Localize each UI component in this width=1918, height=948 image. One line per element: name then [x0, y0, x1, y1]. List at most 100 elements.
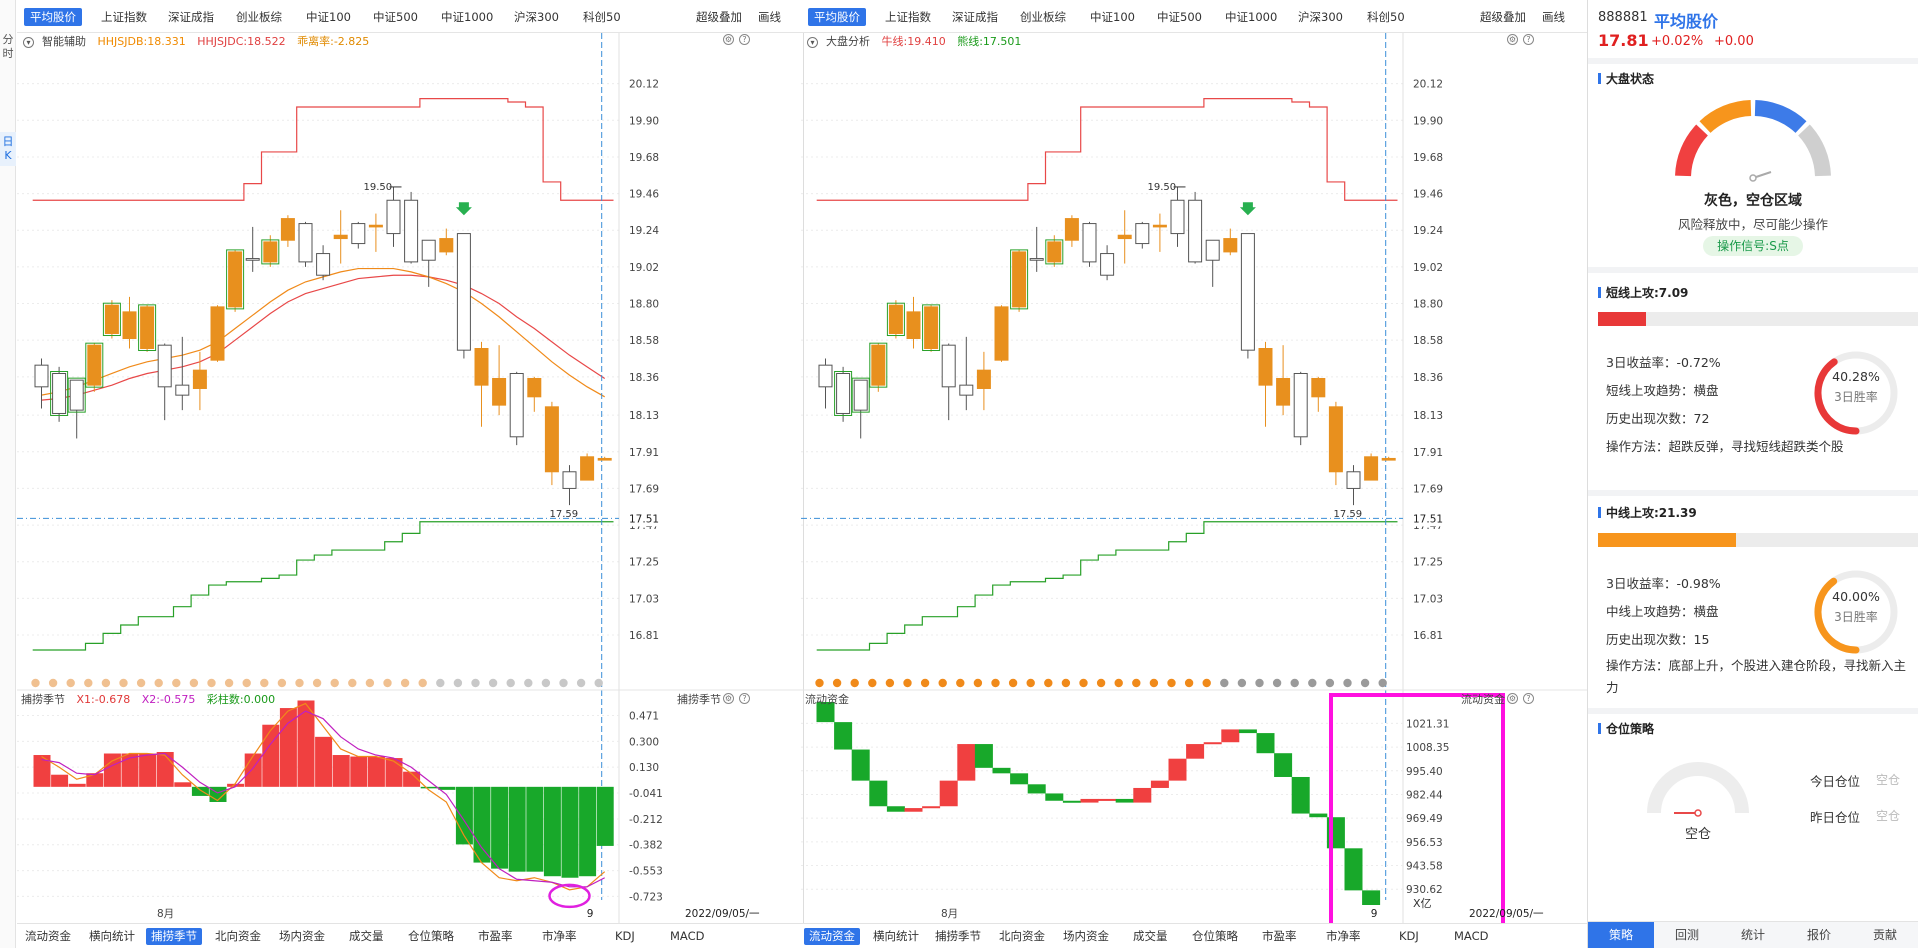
candle-body: [1258, 348, 1273, 386]
indicator-tab[interactable]: 仓位策略: [1192, 929, 1238, 943]
sub-indicator-name[interactable]: 捕捞季节: [21, 693, 65, 706]
sub-tick-label: -0.382: [629, 840, 663, 852]
index-tab[interactable]: 深证成指: [952, 10, 998, 24]
index-tab[interactable]: 科创50: [583, 10, 621, 24]
candle-body: [1170, 199, 1185, 235]
status-dot: [815, 678, 824, 688]
index-tab[interactable]: 深证成指: [168, 10, 214, 24]
sub-indicator-name[interactable]: 流动资金: [805, 693, 849, 706]
status-dot: [348, 678, 357, 688]
index-tab[interactable]: 平均股价: [24, 8, 82, 26]
price-tick-label: 20.12: [629, 79, 659, 91]
index-tab[interactable]: 上证指数: [885, 10, 931, 24]
period-strip: 分时 日K: [0, 0, 16, 948]
indicator-tab[interactable]: 横向统计: [873, 929, 919, 943]
indicator-tab[interactable]: 成交量: [1133, 929, 1168, 943]
sidebar-tab-contribution[interactable]: 贡献: [1852, 921, 1918, 948]
indicator-tab[interactable]: 场内资金: [1063, 929, 1109, 943]
sub-tick-label: 0.300: [629, 736, 659, 748]
status-dot: [1079, 678, 1088, 688]
status-dot: [224, 678, 234, 688]
candle-body: [976, 369, 991, 389]
index-tab[interactable]: 上证指数: [101, 10, 147, 24]
candle-body: [456, 233, 471, 351]
sub-tick-label: 1021.31: [1406, 718, 1449, 730]
index-tab[interactable]: 沪深300: [514, 10, 559, 24]
index-tab[interactable]: 中证100: [306, 10, 351, 24]
candle-body: [853, 379, 868, 411]
help-icon[interactable]: ?: [739, 693, 750, 704]
indicator-tab[interactable]: 成交量: [349, 929, 384, 943]
indicator-tab[interactable]: 流动资金: [804, 928, 860, 945]
help-icon[interactable]: ?: [739, 34, 750, 45]
index-tab[interactable]: 创业板综: [1020, 10, 1066, 24]
indicator-tab[interactable]: 场内资金: [279, 929, 325, 943]
index-tab[interactable]: 中证100: [1090, 10, 1135, 24]
indicator-tab[interactable]: MACD: [1454, 929, 1489, 943]
status-dot: [541, 678, 551, 688]
settings-icon[interactable]: ⚙: [723, 693, 734, 704]
position-pivot: [1694, 809, 1702, 817]
dropdown-icon[interactable]: ▾: [807, 36, 818, 48]
index-tab[interactable]: 中证500: [373, 10, 418, 24]
indicator-tab[interactable]: 横向统计: [89, 929, 135, 943]
season-bar: [33, 755, 51, 787]
sidebar-tab-stats[interactable]: 统计: [1720, 921, 1786, 948]
indicator-tab[interactable]: 仓位策略: [408, 929, 454, 943]
bear-line: [816, 521, 1398, 651]
draw-line-button[interactable]: 画线: [1542, 10, 1565, 24]
settings-icon[interactable]: ⚙: [1507, 693, 1518, 704]
status-dot: [1061, 678, 1071, 688]
indicator-tab[interactable]: 市盈率: [1262, 929, 1297, 943]
status-dot: [84, 678, 93, 688]
signal-box: [50, 370, 69, 416]
sidebar-tab-quote[interactable]: 报价: [1786, 921, 1852, 948]
index-tab[interactable]: 创业板综: [236, 10, 282, 24]
indicator-tab[interactable]: 捕捞季节: [146, 928, 202, 945]
price-tick-label: 19.24: [629, 225, 659, 237]
status-dot: [832, 678, 842, 688]
indicator-tab[interactable]: 捕捞季节: [935, 929, 981, 943]
price-tick-label: 18.13: [1413, 410, 1443, 422]
dropdown-icon[interactable]: ▾: [23, 36, 34, 48]
sidebar-tab-backtest[interactable]: 回测: [1654, 921, 1720, 948]
help-icon[interactable]: ?: [1523, 34, 1534, 45]
sub-indicator-value: X1:-0.678: [76, 693, 131, 706]
indicator-tab[interactable]: 市净率: [1326, 929, 1361, 943]
market-status-title: 大盘状态: [1597, 72, 1655, 86]
flow-bar: [834, 722, 853, 750]
index-tab[interactable]: 科创50: [1367, 10, 1405, 24]
period-tab-daily-k[interactable]: 日K: [0, 132, 16, 166]
candle-body: [1205, 239, 1220, 261]
settings-icon[interactable]: ⚙: [1507, 34, 1518, 45]
indicator-tab[interactable]: 北向资金: [999, 929, 1045, 943]
index-tab[interactable]: 平均股价: [808, 8, 866, 26]
index-tab[interactable]: 中证500: [1157, 10, 1202, 24]
period-tab-minute[interactable]: 分时: [2, 33, 14, 60]
season-bar: [473, 786, 491, 863]
indicator-tab[interactable]: 流动资金: [25, 929, 71, 943]
indicator-tab[interactable]: KDJ: [1399, 929, 1419, 943]
indicator-tab[interactable]: 市净率: [542, 929, 577, 943]
status-dot: [1008, 678, 1018, 688]
stock-code: 888881: [1598, 10, 1648, 25]
settings-icon[interactable]: ⚙: [723, 34, 734, 45]
super-overlay-button[interactable]: 超级叠加: [696, 10, 742, 24]
indicator-tab[interactable]: MACD: [670, 929, 705, 943]
mid-winrate: 40.00%: [1832, 589, 1880, 604]
indicator-name[interactable]: 智能辅助: [42, 35, 86, 48]
index-tab[interactable]: 中证1000: [441, 10, 494, 24]
index-tab[interactable]: 中证1000: [1225, 10, 1278, 24]
indicator-tab[interactable]: 市盈率: [478, 929, 513, 943]
indicator-line: ▾ 智能辅助 HHJSJDB:18.331 HHJSJDC:18.522 乖离率:…: [17, 33, 803, 51]
index-tab[interactable]: 沪深300: [1298, 10, 1343, 24]
sidebar-tab-strategy[interactable]: 策略: [1588, 921, 1654, 948]
indicator-tab[interactable]: 北向资金: [215, 929, 261, 943]
short-level-bar: [1598, 312, 1918, 326]
draw-line-button[interactable]: 画线: [758, 10, 781, 24]
indicator-tab[interactable]: KDJ: [615, 929, 635, 943]
super-overlay-button[interactable]: 超级叠加: [1480, 10, 1526, 24]
status-dot: [1184, 678, 1194, 688]
help-icon[interactable]: ?: [1523, 693, 1534, 704]
indicator-name[interactable]: 大盘分析: [826, 35, 870, 48]
